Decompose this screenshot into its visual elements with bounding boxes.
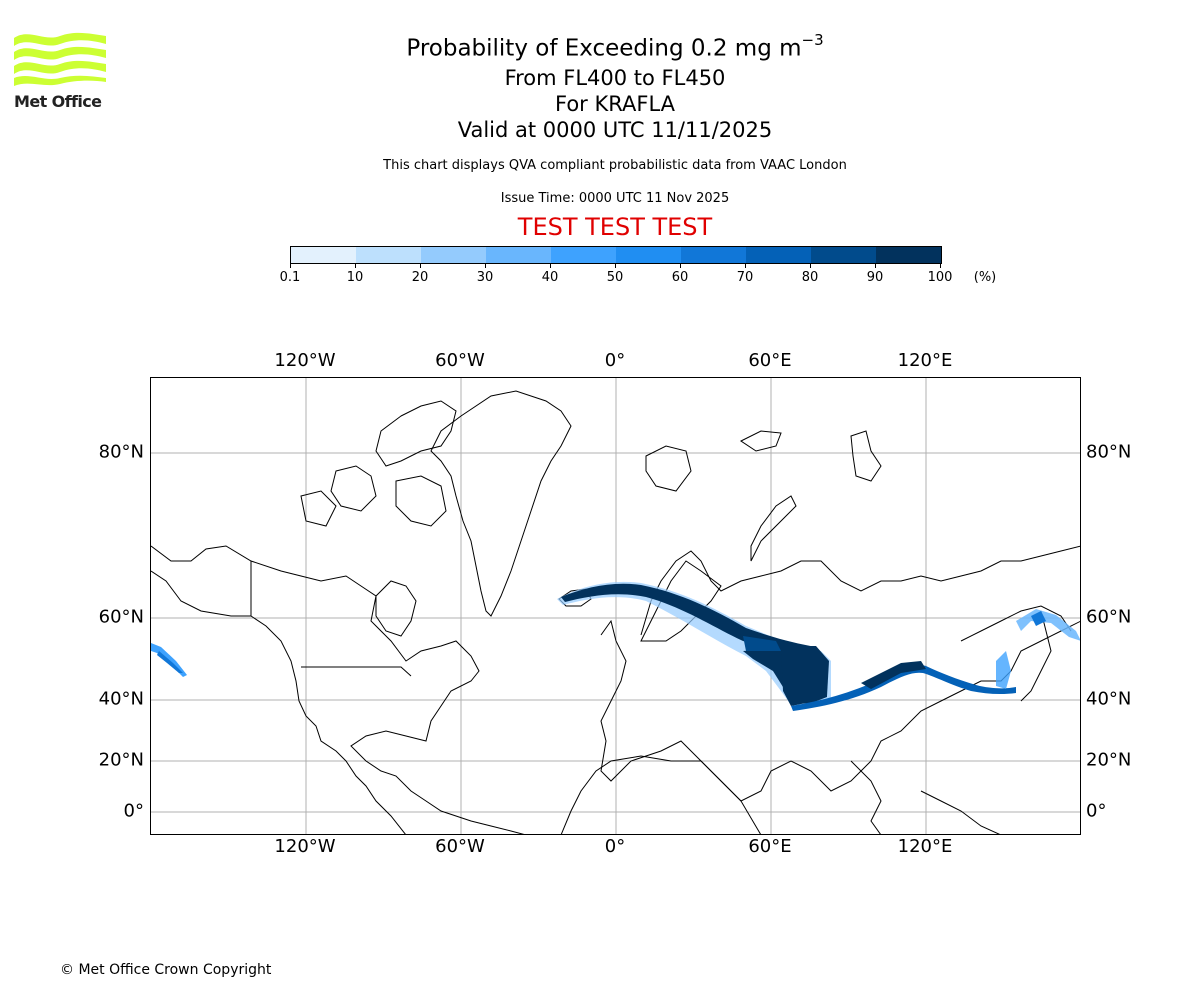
colorbar-segment [876, 247, 941, 263]
colorbar-tick [875, 263, 876, 268]
chart-title: Probability of Exceeding 0.2 mg m−3 [300, 26, 930, 65]
colorbar-segment [616, 247, 681, 263]
colorbar-tick-label: 20 [411, 270, 429, 285]
valid-time: Valid at 0000 UTC 11/11/2025 [457, 117, 773, 142]
latitude-label-right: 0° [1086, 800, 1107, 822]
latitude-label-left: 60°N [98, 606, 144, 628]
longitude-label-bottom: 120°W [274, 836, 336, 857]
colorbar-tick-label: 30 [476, 270, 494, 285]
colorbar-segment [356, 247, 421, 263]
latitude-label-right: 60°N [1086, 606, 1132, 628]
longitude-label-top: 60°E [748, 350, 792, 371]
colorbar-tick [745, 263, 746, 268]
colorbar-tick-label: 50 [606, 270, 624, 285]
colorbar-tick-label: 80 [801, 270, 819, 285]
colorbar-tick [680, 263, 681, 268]
title-main-text: Probability of Exceeding 0.2 mg m [406, 35, 802, 62]
colorbar-tick [810, 263, 811, 268]
chart-title-block: Probability of Exceeding 0.2 mg m−3 From… [300, 26, 930, 143]
colorbar-tick-label: 0.1 [279, 270, 301, 285]
colorbar-tick-label: 70 [736, 270, 754, 285]
colorbar-segment [551, 247, 616, 263]
colorbar-tick-label: 10 [346, 270, 364, 285]
ash-plume [151, 581, 1080, 711]
colorbar-tick-label: 60 [671, 270, 689, 285]
logo-text: Met Office [14, 92, 102, 111]
longitude-label-top: 0° [604, 350, 626, 371]
latitude-label-left: 40°N [98, 688, 144, 710]
longitude-label-bottom: 60°W [435, 836, 485, 857]
colorbar-segment [486, 247, 551, 263]
colorbar-tick [420, 263, 421, 268]
met-office-waves-icon [14, 32, 106, 86]
met-office-logo: Met Office [14, 30, 106, 112]
longitude-label-bottom: 0° [604, 836, 626, 857]
colorbar-tick-label: 100 [927, 270, 953, 285]
chart-description: This chart displays QVA compliant probab… [383, 158, 847, 173]
colorbar-tick-label: 40 [541, 270, 559, 285]
colorbar-segment [421, 247, 486, 263]
colorbar-unit: (%) [973, 270, 997, 285]
longitude-label-top: 120°W [274, 350, 336, 371]
map-canvas [151, 378, 1080, 834]
colorbar-segment [811, 247, 876, 263]
colorbar-tick [485, 263, 486, 268]
flight-levels: From FL400 to FL450 [504, 65, 726, 90]
colorbar-tick [940, 263, 941, 268]
colorbar-segment [681, 247, 746, 263]
colorbar [290, 246, 942, 264]
colorbar-segment [746, 247, 811, 263]
copyright-footer: © Met Office Crown Copyright [60, 962, 272, 978]
gridlines [151, 378, 1080, 834]
longitude-label-top: 120°E [897, 350, 953, 371]
latitude-label-left: 80°N [98, 441, 144, 463]
colorbar-tick [550, 263, 551, 268]
map-frame [150, 377, 1081, 835]
longitude-label-bottom: 120°E [897, 836, 953, 857]
colorbar-tick [355, 263, 356, 268]
longitude-label-bottom: 60°E [748, 836, 792, 857]
test-banner: TEST TEST TEST [517, 213, 713, 241]
colorbar-tick [290, 263, 291, 268]
coastlines [151, 390, 1080, 834]
volcano-name: For KRAFLA [555, 91, 675, 116]
title-superscript: −3 [801, 31, 824, 49]
issue-time: Issue Time: 0000 UTC 11 Nov 2025 [500, 191, 730, 206]
latitude-label-right: 40°N [1086, 688, 1132, 710]
latitude-label-left: 20°N [98, 749, 144, 771]
longitude-label-top: 60°W [435, 350, 485, 371]
latitude-label-right: 20°N [1086, 749, 1132, 771]
colorbar-tick-label: 90 [866, 270, 884, 285]
colorbar-segment [291, 247, 356, 263]
colorbar-tick [615, 263, 616, 268]
latitude-label-right: 80°N [1086, 441, 1132, 463]
latitude-label-left: 0° [123, 800, 144, 822]
